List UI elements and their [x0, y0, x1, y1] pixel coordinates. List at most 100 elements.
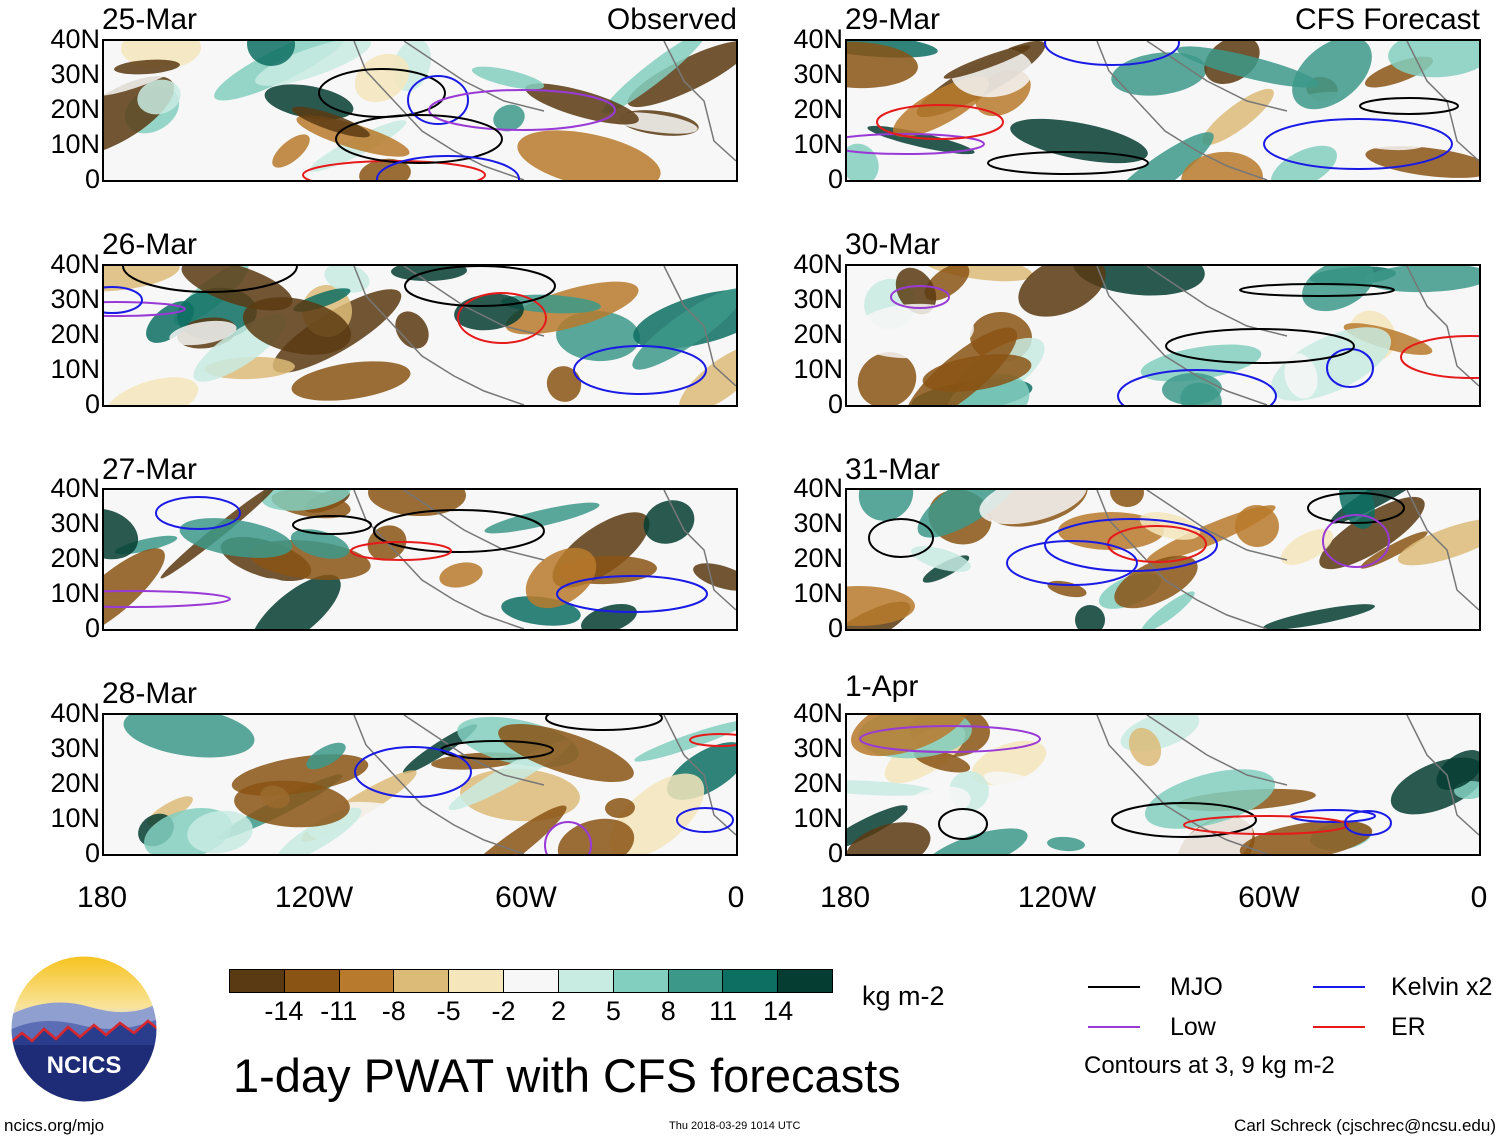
- pwat-blob: [921, 266, 1033, 282]
- pwat-blob: [255, 41, 371, 86]
- footer-timestamp: Thu 2018-03-29 1014 UTC: [669, 1120, 801, 1132]
- pwat-blob: [1239, 820, 1373, 854]
- lat-label: 0: [827, 838, 843, 868]
- pwat-blob: [324, 266, 370, 293]
- pwat-field: [847, 715, 1479, 854]
- panel-date: 25-Mar: [102, 3, 198, 36]
- pwat-blob: [1102, 132, 1214, 180]
- legend-label-low: Low: [1170, 1013, 1216, 1041]
- pwat-blob: [1360, 531, 1428, 569]
- wave-contour: [1044, 41, 1180, 66]
- lat-label: 10N: [50, 803, 100, 833]
- colorbar-tick-label: 8: [660, 996, 676, 1026]
- pwat-blob: [187, 810, 253, 854]
- pwat-blob: [395, 311, 429, 349]
- pwat-blob: [917, 490, 1023, 538]
- map-panel: [102, 39, 738, 182]
- pwat-blob: [375, 599, 485, 629]
- map-panel: [845, 488, 1481, 631]
- lat-label: 30N: [793, 733, 843, 763]
- colorbar: [229, 969, 833, 993]
- lat-label: 40N: [793, 698, 843, 728]
- pwat-blob: [983, 771, 1047, 795]
- lat-label: 30N: [50, 508, 100, 538]
- wave-contour: [1117, 369, 1277, 405]
- wave-contour: [556, 575, 708, 613]
- pwat-field: [104, 41, 736, 180]
- colorbar-swatch: [723, 970, 779, 992]
- pwat-blob: [557, 818, 635, 854]
- lat-label: 10N: [50, 354, 100, 384]
- pwat-blob: [420, 787, 464, 831]
- lat-label: 30N: [50, 284, 100, 314]
- colorbar-swatch: [339, 970, 395, 992]
- pwat-blob: [1415, 126, 1453, 140]
- colorbar-swatch: [394, 970, 450, 992]
- lat-label: 20N: [50, 543, 100, 573]
- lat-label: 20N: [50, 319, 100, 349]
- pwat-blob: [137, 79, 181, 115]
- pwat-field: [847, 41, 1479, 180]
- pwat-blob: [857, 352, 917, 405]
- pwat-blob: [1397, 518, 1479, 566]
- panel-date: 27-Mar: [102, 453, 198, 486]
- pwat-blob: [904, 327, 1018, 405]
- wave-contour: [544, 821, 592, 854]
- pwat-blob: [1141, 591, 1195, 629]
- pwat-field: [104, 266, 736, 405]
- pwat-blob: [979, 490, 1087, 525]
- wave-contour: [876, 104, 1004, 140]
- wave-contour: [350, 541, 452, 561]
- pwat-blob: [1114, 555, 1198, 609]
- wave-contour: [373, 509, 545, 553]
- wave-contour: [1165, 328, 1355, 364]
- pwat-blob: [290, 529, 350, 559]
- pwat-blob: [1316, 744, 1384, 802]
- pwat-blob: [1271, 145, 1337, 180]
- wave-contour: [335, 114, 503, 164]
- lat-label: 30N: [793, 59, 843, 89]
- pwat-blob: [261, 490, 351, 511]
- colorbar-swatch: [504, 970, 559, 992]
- pwat-blob: [428, 41, 488, 74]
- wave-contour: [1326, 348, 1374, 388]
- colorbar-tick-label: 14: [763, 996, 794, 1026]
- wave-contour: [292, 515, 372, 535]
- pwat-blob: [242, 297, 352, 355]
- wave-contour: [428, 89, 616, 131]
- colorbar-swatch: [284, 970, 340, 992]
- pwat-blob: [501, 294, 601, 314]
- map-panel: [845, 264, 1481, 407]
- colorbar-swatch: [449, 970, 505, 992]
- pwat-blob: [471, 66, 545, 90]
- lon-label-120w-left: 120W: [274, 881, 354, 914]
- pwat-field: [104, 715, 736, 854]
- pwat-blob: [851, 715, 969, 757]
- wave-contour: [847, 133, 985, 155]
- lon-label-60w-left: 60W: [495, 881, 557, 914]
- pwat-blob: [493, 104, 525, 132]
- coastline: [353, 715, 736, 854]
- wave-contour: [376, 155, 520, 180]
- lat-label: 20N: [793, 94, 843, 124]
- lat-label: 30N: [793, 508, 843, 538]
- pwat-blob: [181, 266, 293, 311]
- pwat-blob: [498, 723, 634, 783]
- legend-line-mjo: [1088, 986, 1140, 988]
- panel-date: 26-Mar: [102, 228, 198, 261]
- colorbar-units: kg m-2: [862, 981, 945, 1011]
- wave-contour: [890, 285, 950, 309]
- pwat-blob: [1010, 118, 1148, 164]
- pwat-blob: [484, 502, 600, 534]
- pwat-blob: [924, 828, 1028, 854]
- contours-note: Contours at 3, 9 kg m-2: [1084, 1052, 1335, 1079]
- pwat-blob: [368, 490, 466, 517]
- lat-label: 40N: [50, 473, 100, 503]
- pwat-blob: [895, 267, 937, 315]
- colorbar-swatch: [558, 970, 614, 992]
- colorbar-tick-label: -11: [320, 996, 358, 1026]
- pwat-blob: [1292, 41, 1372, 110]
- pwat-blob: [911, 546, 971, 572]
- pwat-blob: [454, 293, 524, 331]
- logo-text: NCICS: [47, 1052, 122, 1079]
